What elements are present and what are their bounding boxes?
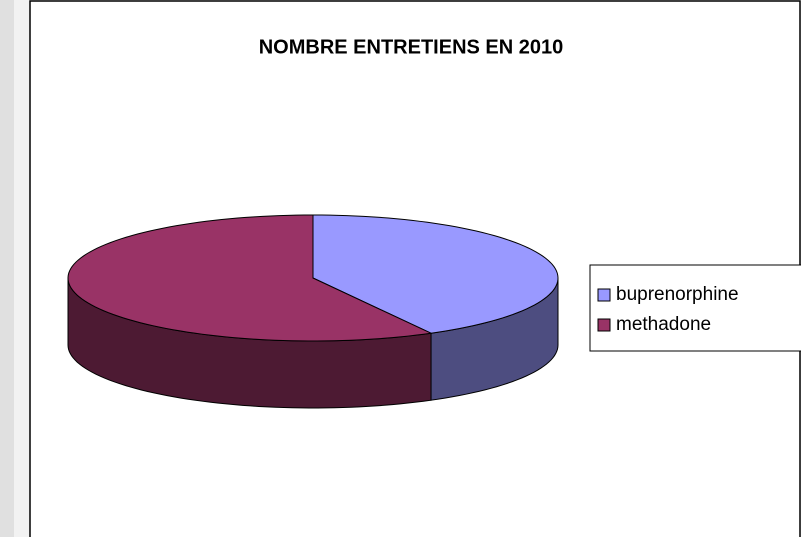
legend-label: methadone	[616, 314, 711, 335]
legend-label: buprenorphine	[616, 284, 739, 305]
legend-swatch	[597, 318, 611, 332]
chart-title: NOMBRE ENTRETIENS EN 2010	[259, 36, 564, 58]
slice	[312, 214, 559, 334]
legend-swatch	[597, 288, 611, 302]
slice	[67, 214, 433, 342]
margin-stripe	[0, 0, 14, 537]
legend-box	[589, 264, 801, 352]
